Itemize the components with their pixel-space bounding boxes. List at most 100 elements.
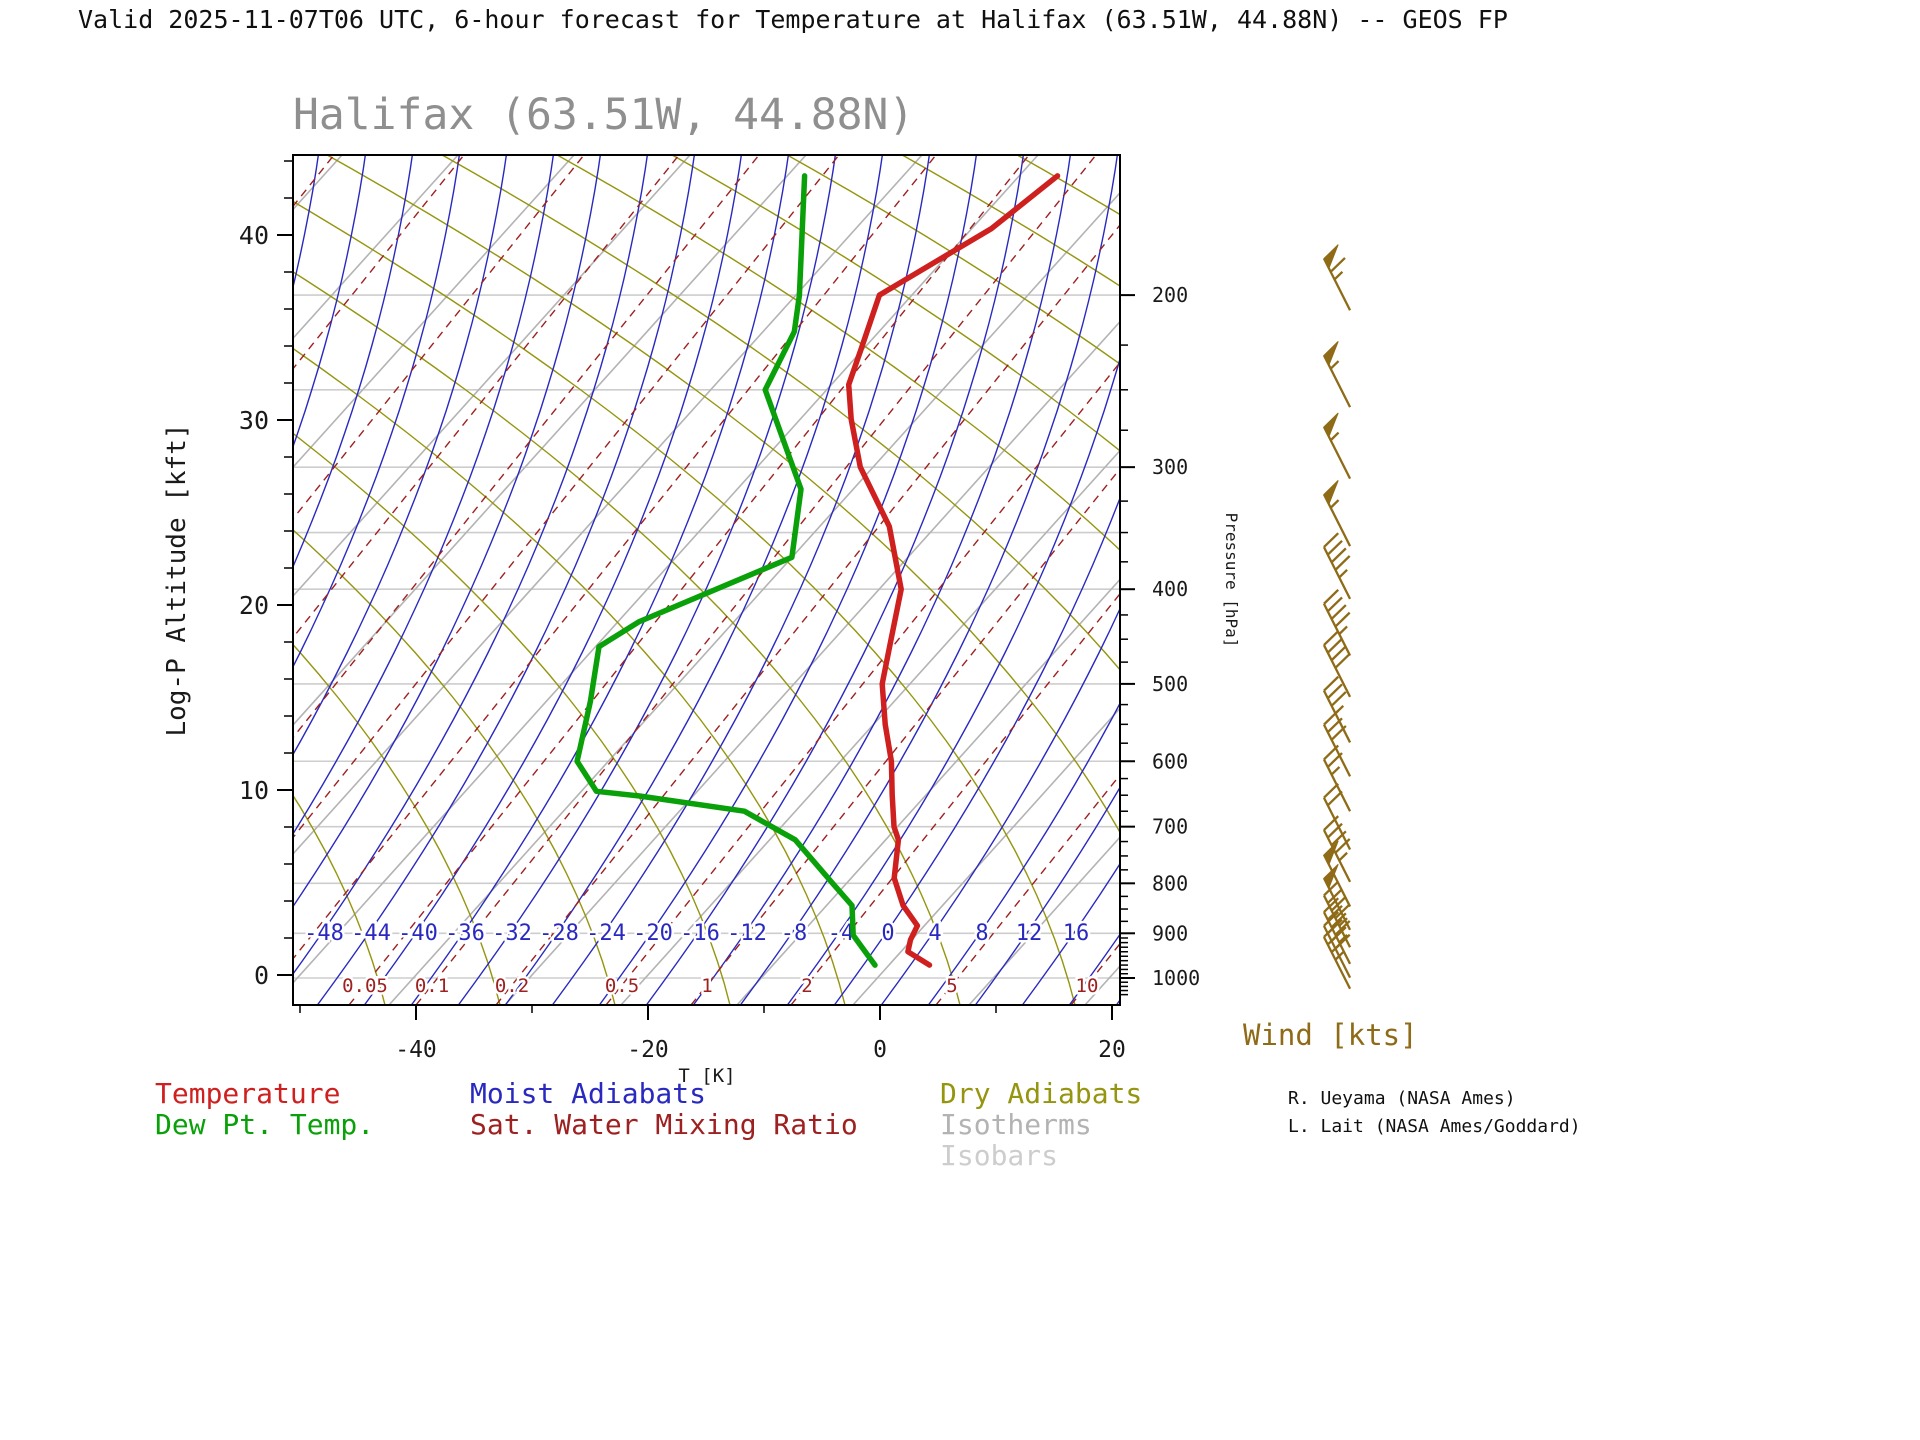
moist-adiabat-line: [316, 155, 696, 1005]
moist-adiabat-line: [974, 786, 1120, 1005]
moist-adiabat-label: -12: [727, 921, 767, 946]
moist-adiabat-label: 4: [928, 921, 941, 946]
moist-adiabat-line: [1068, 933, 1120, 1005]
dry-adiabat-line: [293, 643, 501, 1005]
pressure-tick-label: 700: [1152, 815, 1188, 839]
moist-adiabat-line: [293, 155, 414, 569]
wind-barb: [1322, 815, 1352, 883]
temp-tick-label: -40: [395, 1037, 437, 1063]
isotherm-line: [0, 155, 226, 1005]
plot-area: -48 -44 -40 -36 -32 -28 -24 -20 -16 -12 -8 -4 0 4 8 12 1…: [0, 125, 1120, 1005]
wind-units-label: Wind [kts]: [1243, 1018, 1418, 1052]
mixing-ratio-label: 0.2: [495, 975, 529, 997]
dry-adiabat-line: [293, 200, 1076, 1005]
mixing-ratio-label: 0.5: [605, 975, 639, 997]
isotherm-line: [293, 155, 575, 469]
isotherm-line: [293, 155, 807, 727]
wind-barb: [1322, 922, 1352, 990]
legend-mixing-ratio: Sat. Water Mixing Ratio: [470, 1108, 858, 1141]
mixing-ratio-line: [293, 155, 937, 960]
moist-adiabat-line: [598, 155, 978, 1005]
moist-adiabat-label: 16: [1063, 921, 1090, 946]
mixing-ratio-line: [293, 155, 680, 639]
wind-barb: [1322, 589, 1352, 657]
moist-adiabat-line: [293, 155, 461, 669]
moist-adiabat-line: [0, 125, 134, 1005]
moist-adiabat-line: [551, 155, 931, 1005]
moist-adiabat-label: 0: [881, 921, 894, 946]
moist-adiabat-label: -36: [445, 921, 485, 946]
isotherm-line: [293, 155, 691, 598]
mixing-ratio-line: [935, 773, 1120, 1005]
moist-adiabat-label: 12: [1016, 921, 1043, 946]
dry-adiabat-line: [785, 155, 1120, 365]
moist-adiabat-line: [293, 155, 649, 976]
kft-tick-label: 20: [239, 591, 269, 620]
moist-adiabat-label: -48: [304, 921, 344, 946]
moist-adiabat-line: [786, 356, 1120, 1005]
moist-adiabat-line: [692, 155, 1072, 1005]
pressure-tick-label: 400: [1152, 577, 1188, 601]
temp-tick-label: 0: [873, 1037, 887, 1063]
moist-adiabat-line: [0, 125, 275, 1005]
wind-barb: [1322, 244, 1352, 311]
mixing-ratio-label: 0.05: [342, 975, 388, 997]
moist-adiabat-label: -8: [781, 921, 808, 946]
legend-dry-adiabats: Dry Adiabats: [940, 1077, 1143, 1110]
dry-adiabat-line: [440, 155, 1120, 671]
dry-adiabat-line: [293, 271, 961, 1005]
legend-temperature: Temperature: [155, 1077, 341, 1110]
legend-isobars: Isobars: [940, 1139, 1059, 1172]
moist-adiabat-line: [0, 125, 181, 1005]
moist-adiabat-label: -44: [351, 921, 391, 946]
dry-adiabat-line: [670, 155, 1120, 452]
moist-adiabat-line: [645, 155, 1025, 1005]
dry-adiabat-line: [325, 155, 1120, 834]
wind-barb: [1322, 412, 1352, 480]
mixing-ratio-label: 1: [701, 975, 712, 997]
moist-adiabat-line: [880, 607, 1120, 1005]
moist-adiabat-line: [0, 125, 40, 1005]
mixing-ratio-label: 5: [946, 975, 957, 997]
isotherm-line: [388, 191, 1120, 1005]
dry-adiabat-line: [293, 432, 731, 1005]
isotherm-line: [1084, 964, 1120, 1005]
moist-adiabat-line: [0, 125, 228, 1005]
isotherm-line: [620, 449, 1120, 1005]
moist-adiabat-label: -40: [398, 921, 438, 946]
dry-adiabat-line: [900, 155, 1120, 287]
wind-barb: [1322, 532, 1352, 600]
isotherm-line: [293, 155, 459, 340]
isotherm-line: [293, 155, 1039, 984]
kft-tick-label: 30: [239, 406, 269, 435]
plot-border: [292, 154, 1121, 1006]
moist-adiabat-label: 8: [975, 921, 988, 946]
temp-tick-label: -20: [627, 1037, 669, 1063]
pressure-tick-label: 300: [1152, 455, 1188, 479]
legend-isotherms: Isotherms: [940, 1108, 1092, 1141]
mixing-ratio-label: 0.1: [415, 975, 449, 997]
legend-moist-adiabats: Moist Adiabats: [470, 1077, 707, 1110]
legend-dewpoint: Dew Pt. Temp.: [155, 1108, 375, 1141]
dewpoint-curve: [574, 173, 878, 968]
dry-adiabat-line: [1015, 155, 1120, 216]
credit-line-2: L. Lait (NASA Ames/Goddard): [1288, 1116, 1581, 1137]
moist-adiabat-label: -16: [680, 921, 720, 946]
moist-adiabat-label: -20: [633, 921, 673, 946]
wind-barb: [1322, 630, 1352, 698]
wind-barb: [1322, 709, 1352, 777]
moist-adiabat-line: [927, 701, 1120, 1005]
isotherm-line: [293, 155, 923, 856]
mixing-ratio-label: 10: [1076, 975, 1099, 997]
pressure-tick-label: 600: [1152, 749, 1188, 773]
kft-tick-label: 0: [254, 961, 269, 990]
isotherm-line: [852, 707, 1120, 1005]
temp-tick-label: 20: [1098, 1037, 1126, 1063]
moist-adiabat-line: [457, 155, 837, 1005]
moist-adiabat-line: [293, 155, 508, 756]
wind-barb: [1322, 480, 1352, 547]
kft-tick-label: 40: [239, 221, 269, 250]
wind-barb: [1322, 744, 1352, 812]
